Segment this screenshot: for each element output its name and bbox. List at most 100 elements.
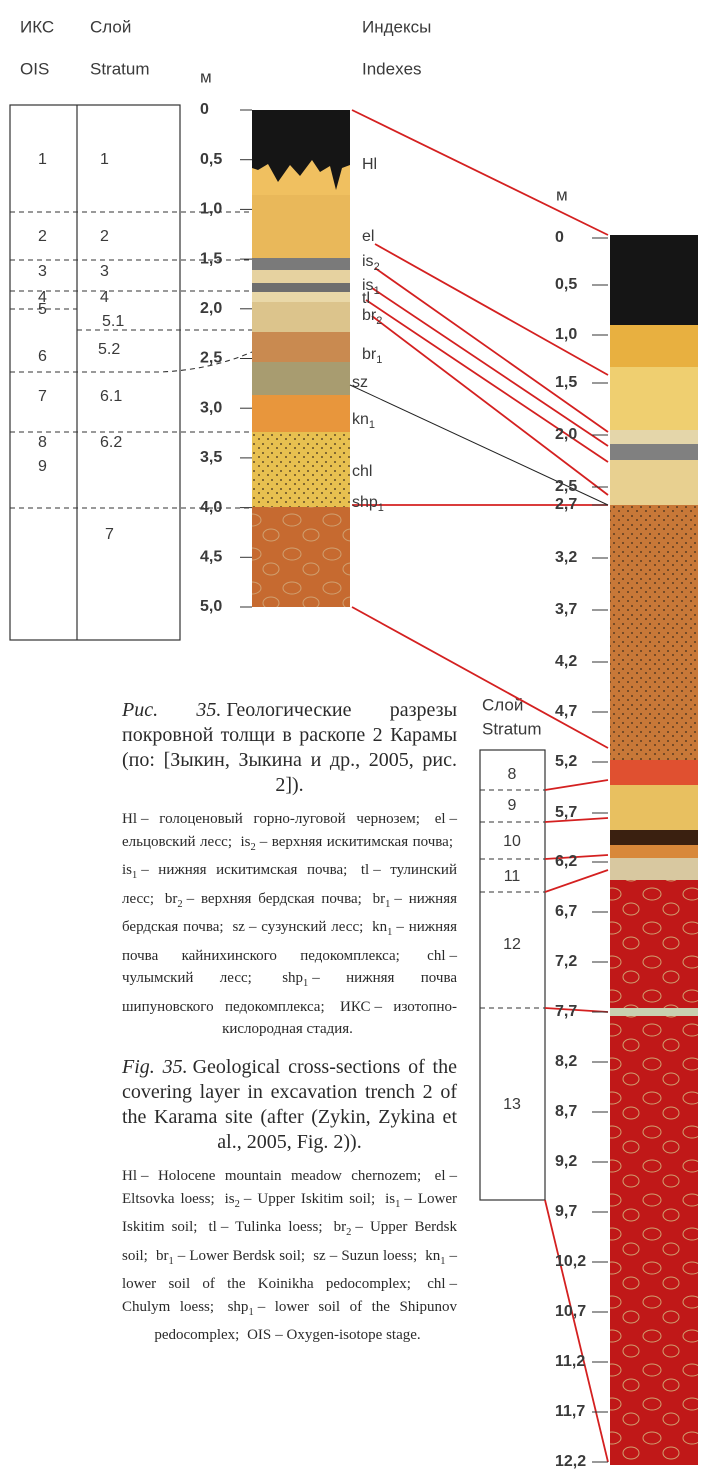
legend-item: OIS– Oxygen-isotope stage.	[247, 1327, 421, 1343]
abbr-base: sz	[313, 1248, 326, 1264]
index-sub: 2	[376, 315, 382, 327]
depth-label: 5,0	[200, 598, 222, 615]
index-base: shp	[352, 494, 378, 511]
header: Stratum	[90, 59, 150, 78]
legend-abbr: shp1	[228, 1299, 254, 1315]
abbr-base: tl	[361, 862, 369, 878]
stratum-label: 3	[100, 263, 109, 280]
abbr-base: Hl	[122, 1168, 137, 1184]
index-base: is	[362, 253, 374, 270]
abbr-base: chl	[427, 948, 445, 964]
legend-abbr: br1	[156, 1248, 174, 1264]
abbr-base: kn	[372, 919, 387, 935]
legend-abbr: kn1	[372, 919, 392, 935]
depth-label: 8,7	[555, 1103, 577, 1120]
depth-label: 9,7	[555, 1203, 577, 1220]
legend-text: – Lower Berdsk soil;	[178, 1248, 305, 1264]
header: Индексы	[362, 17, 431, 36]
stratum-label: 7	[105, 526, 114, 543]
unit: м	[200, 67, 212, 86]
depth-label: 10,2	[555, 1253, 586, 1270]
stratum-label: 13	[503, 1096, 521, 1113]
legend-item: is2– Upper Iskitim soil;	[225, 1191, 376, 1207]
legend-en: Hl– Holocene mountain meadow chernozem; …	[122, 1165, 457, 1347]
stratum-label: 9	[508, 797, 517, 814]
abbr-base: br	[334, 1219, 347, 1235]
legend-abbr: is2	[241, 834, 256, 850]
stratum-label: 5.1	[102, 313, 124, 330]
abbr-base: ИКС	[340, 999, 370, 1015]
index-sub: 1	[376, 354, 382, 366]
ois-label: 9	[38, 458, 47, 475]
ois-label: 5	[38, 301, 47, 318]
caption-label: Fig. 35.	[122, 1056, 188, 1078]
index-label: el	[362, 228, 374, 245]
abbr-base: chl	[427, 1276, 445, 1292]
index-base: tl	[362, 290, 370, 307]
legend-text: – верхняя искитимская почва;	[260, 834, 453, 850]
depth-label: 8,2	[555, 1053, 577, 1070]
depth-label: 4,5	[200, 549, 222, 566]
abbr-base: OIS	[247, 1327, 271, 1343]
depth-label: 3,0	[200, 399, 222, 416]
legend-text: – верхняя бердская почва;	[187, 891, 362, 907]
index-base: Hl	[362, 156, 377, 173]
legend-abbr: br2	[334, 1219, 352, 1235]
abbr-base: br	[165, 891, 178, 907]
legend-text: – нижняя искитимская почва;	[141, 862, 347, 878]
depth-label: 5,2	[555, 753, 577, 770]
depth-label: 7,7	[555, 1003, 577, 1020]
header: Stratum	[482, 719, 542, 738]
depth-label: 4,7	[555, 703, 577, 720]
legend-item: br2– верхняя бердская почва;	[165, 891, 362, 907]
depth-label: 3,5	[200, 449, 222, 466]
stratum-label: 1	[100, 151, 109, 168]
stratum-label: 8	[508, 766, 517, 783]
header: Слой	[90, 17, 131, 36]
abbr-sub: 2	[235, 1199, 240, 1210]
depth-label: 11,2	[555, 1353, 585, 1370]
ois-label: 8	[38, 434, 47, 451]
depth-label: 0,5	[555, 276, 577, 293]
header: ИКС	[20, 17, 54, 36]
index-sub: 1	[374, 285, 380, 297]
index-sub: 1	[378, 502, 384, 514]
abbr-base: shp	[228, 1299, 249, 1315]
depth-label: 1,5	[555, 374, 577, 391]
depth-label: 0	[200, 101, 209, 118]
legend-abbr: el	[435, 1168, 446, 1184]
index-label: Hl	[362, 156, 377, 173]
index-base: sz	[352, 374, 368, 391]
index-label: kn1	[352, 411, 375, 431]
stratum-box	[480, 750, 545, 1200]
legend-item: Hl– Holocene mountain meadow chernozem;	[122, 1168, 421, 1184]
legend-text: – Tulinka loess;	[221, 1219, 323, 1235]
figure-page: ИКС OIS Слой Stratum м Индексы Indexes м…	[0, 0, 711, 1472]
header: OIS	[20, 59, 49, 78]
depth-label: 9,2	[555, 1153, 577, 1170]
depth-label: 4,2	[555, 653, 577, 670]
ois-label: 6	[38, 348, 47, 365]
legend-item: is2 – верхняя искитимская почва;	[241, 834, 453, 850]
depth-label: 1,0	[200, 201, 222, 218]
legend-abbr: kn1	[425, 1248, 445, 1264]
header: Indexes	[362, 59, 422, 78]
abbr-base: el	[435, 1168, 446, 1184]
depth-label: 10,7	[555, 1303, 586, 1320]
depth-label: 0	[555, 229, 564, 246]
depth-label: 3,2	[555, 549, 577, 566]
depth-label: 2,7	[555, 496, 577, 513]
index-label: is2	[362, 253, 380, 273]
legend-ru: Hl– голоценовый горно-луговой чернозем; …	[122, 808, 457, 1041]
ois-label: 3	[38, 263, 47, 280]
caption-en: Fig. 35.Geological cross-sections of the…	[122, 1055, 457, 1155]
ois-label: 1	[38, 151, 47, 168]
caption-ru: Рис. 35.Геологические разрезы покровной …	[122, 698, 457, 798]
depth-label: 0,5	[200, 151, 222, 168]
legend-text: – сузунский лесс;	[249, 919, 363, 935]
abbr-sub: 1	[387, 927, 392, 938]
depth-label: 7,2	[555, 953, 577, 970]
depth-label: 12,2	[555, 1453, 586, 1470]
index-label: sz	[352, 374, 368, 391]
depth-label: 3,7	[555, 601, 577, 618]
